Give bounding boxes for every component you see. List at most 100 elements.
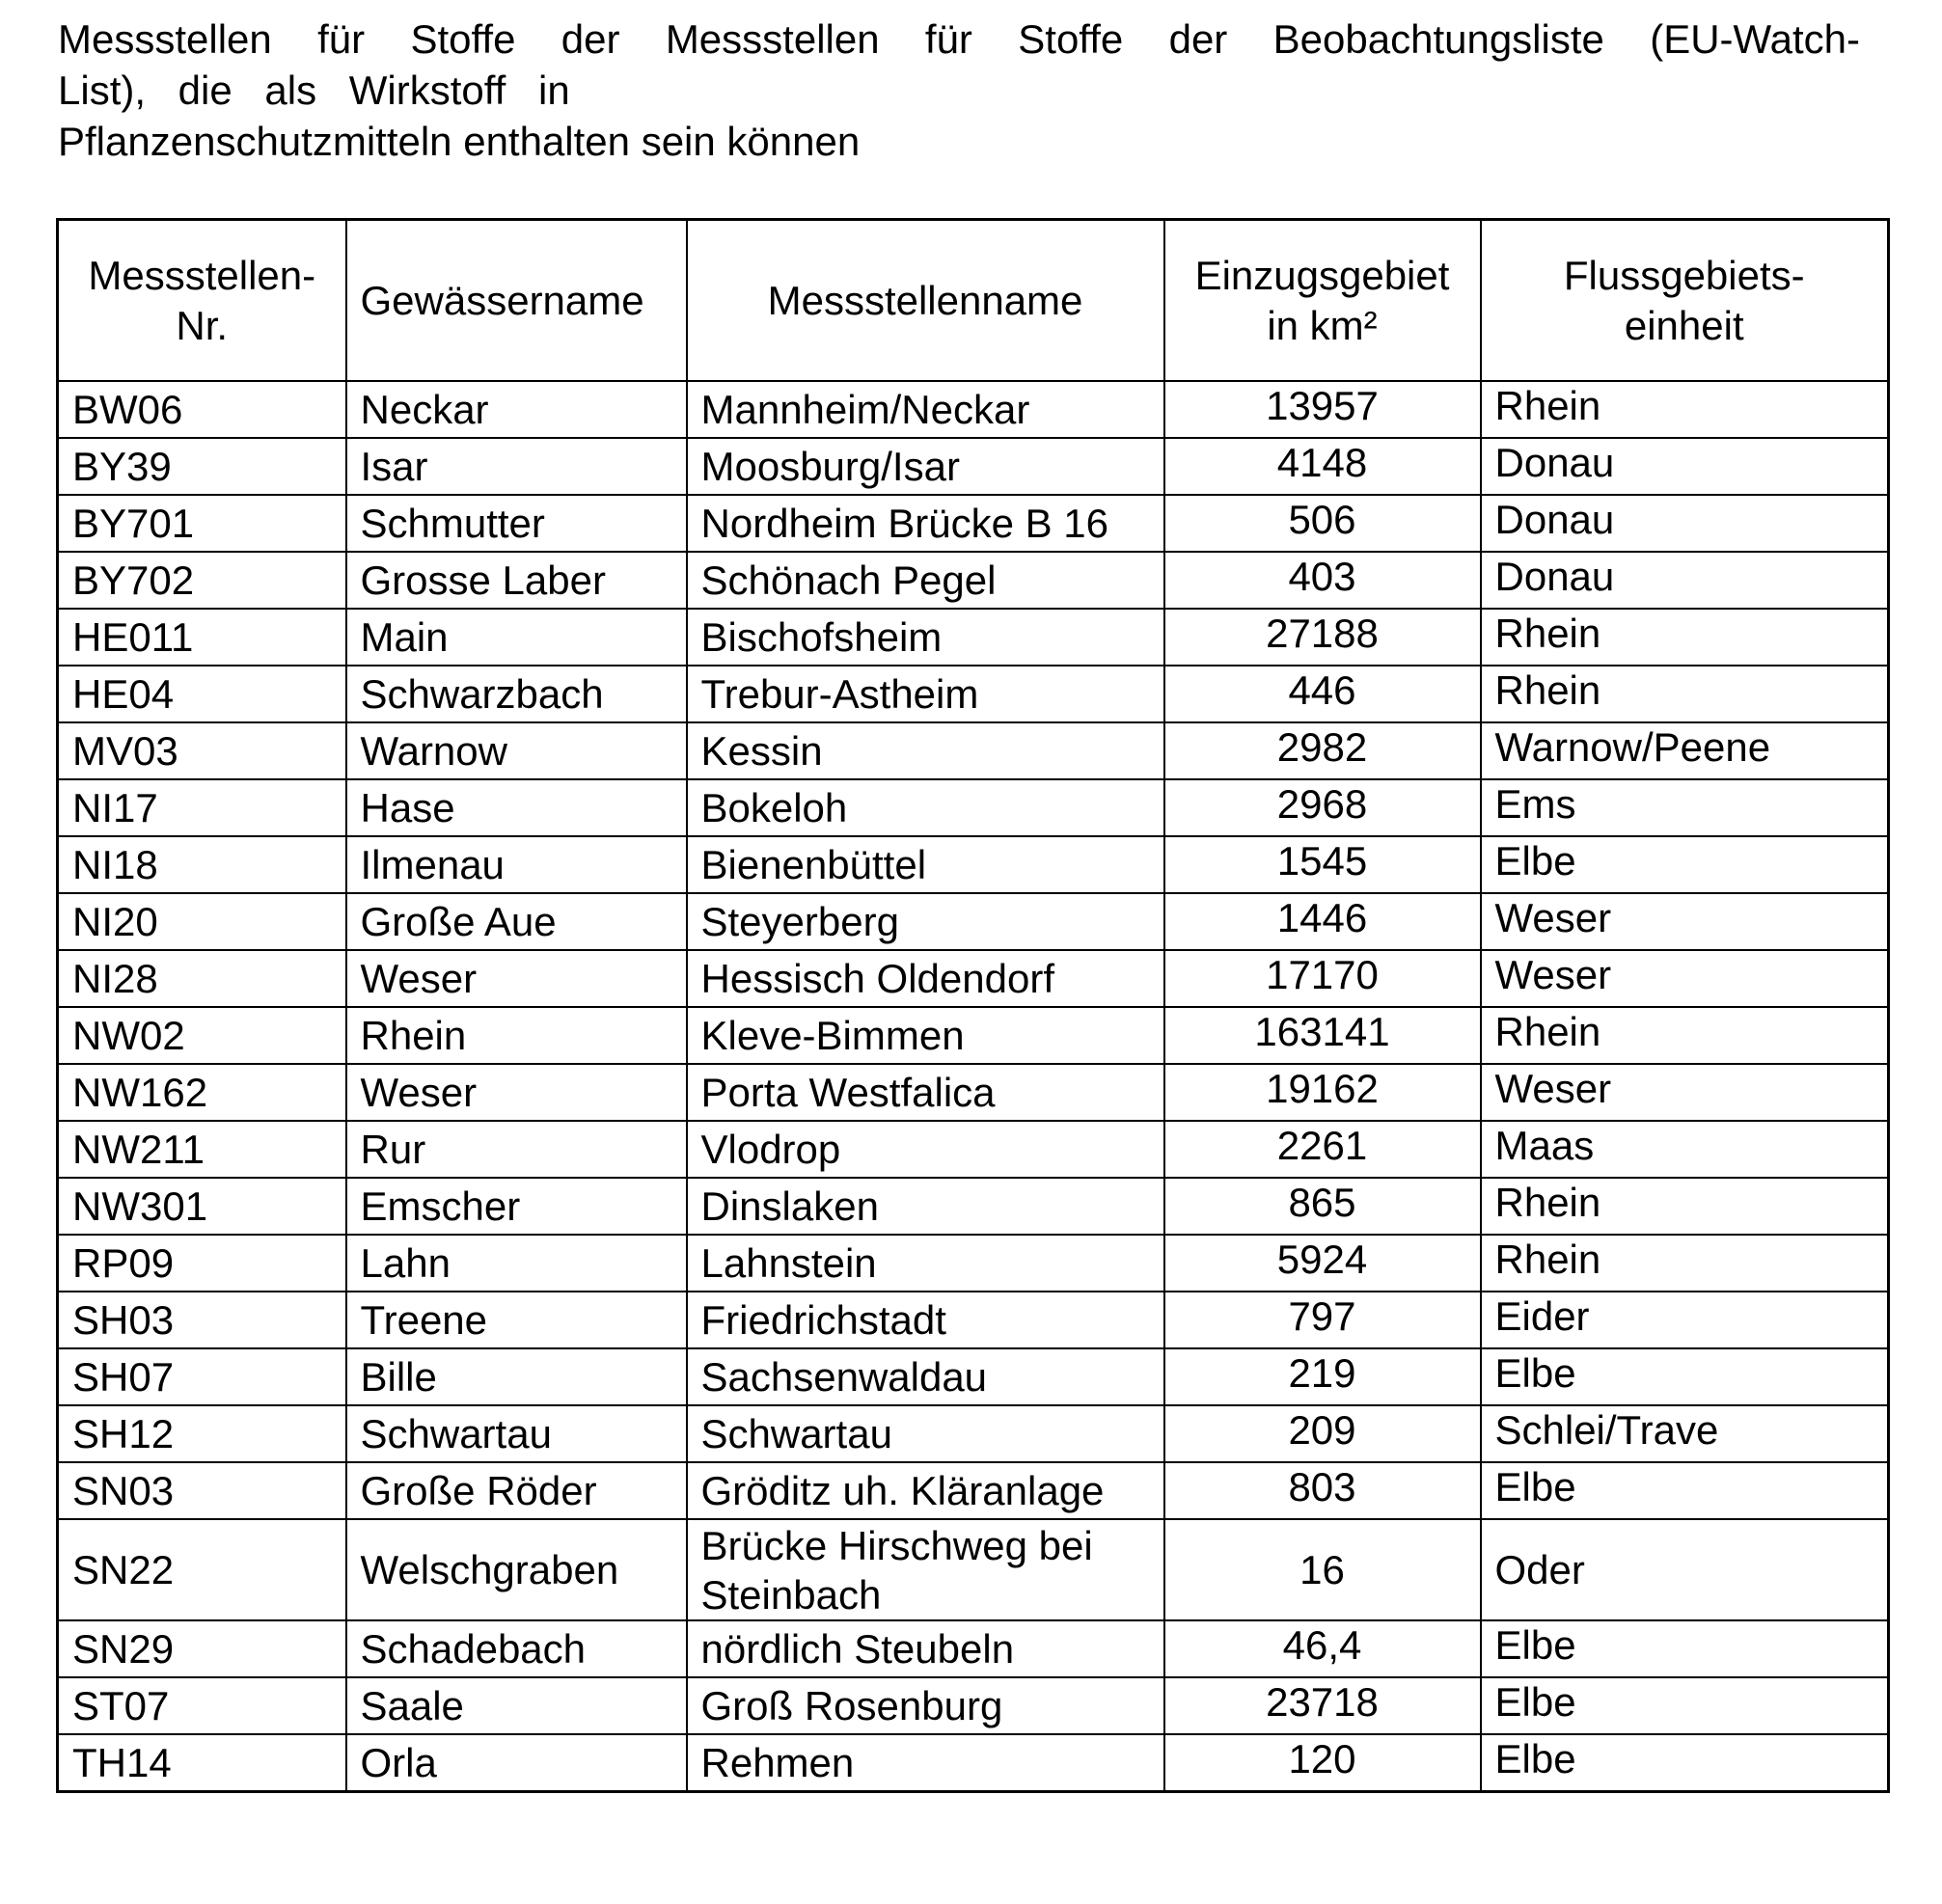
- cell-station-name: Steyerberg: [685, 892, 1165, 951]
- cell-station-name: Lahnstein: [685, 1234, 1165, 1292]
- cell-station-number: SN03: [56, 1461, 347, 1520]
- header-water-name: Gewässername: [344, 218, 688, 382]
- cell-river-basin: Donau: [1479, 494, 1890, 553]
- cell-water-name: Orla: [344, 1733, 688, 1793]
- cell-catchment-area: 27188: [1162, 608, 1482, 666]
- cell-water-name: Weser: [344, 1063, 688, 1122]
- cell-station-number: NI28: [56, 949, 347, 1008]
- header-station-number: Messstellen-Nr.: [56, 218, 347, 382]
- table-row: BY701 Schmutter Nordheim Brücke B 16 506 Don…: [56, 494, 1890, 553]
- table-header-row: Messstellen-Nr. Gewässername Messstellen…: [56, 218, 1890, 382]
- cell-water-name: Neckar: [344, 380, 688, 439]
- cell-river-basin: Eider: [1479, 1291, 1890, 1349]
- cell-station-name: Schwartau: [685, 1404, 1165, 1463]
- cell-river-basin: Oder: [1479, 1518, 1890, 1621]
- table-row: ST07 Saale Groß Rosenburg 23718 Elbe: [56, 1676, 1890, 1735]
- cell-station-name: Kessin: [685, 721, 1165, 780]
- header-station-name: Messstellenname: [685, 218, 1165, 382]
- table-row: MV03 Warnow Kessin 2982 Warnow/Peene: [56, 721, 1890, 780]
- cell-station-name: Mannheim/Neckar: [685, 380, 1165, 439]
- cell-water-name: Warnow: [344, 721, 688, 780]
- table-row: SN22 Welschgraben Brücke Hirschweg bei Ste…: [56, 1518, 1890, 1621]
- cell-station-number: SH12: [56, 1404, 347, 1463]
- cell-station-name: Gröditz uh. Kläranlage: [685, 1461, 1165, 1520]
- cell-water-name: Ilmenau: [344, 835, 688, 894]
- cell-river-basin: Rhein: [1479, 608, 1890, 666]
- cell-river-basin: Weser: [1479, 949, 1890, 1008]
- cell-station-number: TH14: [56, 1733, 347, 1793]
- cell-water-name: Rhein: [344, 1006, 688, 1065]
- cell-station-name: Kleve-Bimmen: [685, 1006, 1165, 1065]
- table-row: SH03 Treene Friedrichstadt 797 Eider: [56, 1291, 1890, 1349]
- cell-river-basin: Rhein: [1479, 1234, 1890, 1292]
- cell-catchment-area: 219: [1162, 1347, 1482, 1406]
- cell-river-basin: Elbe: [1479, 1347, 1890, 1406]
- cell-water-name: Isar: [344, 437, 688, 496]
- cell-river-basin: Rhein: [1479, 380, 1890, 439]
- cell-river-basin: Donau: [1479, 551, 1890, 610]
- cell-catchment-area: 16: [1162, 1518, 1482, 1621]
- title-line-3: Pflanzenschutzmitteln enthalten sein kön…: [58, 119, 861, 164]
- cell-water-name: Schwartau: [344, 1404, 688, 1463]
- cell-water-name: Große Aue: [344, 892, 688, 951]
- cell-station-name: Bokeloh: [685, 778, 1165, 837]
- cell-catchment-area: 17170: [1162, 949, 1482, 1008]
- cell-station-name: Bienenbüttel: [685, 835, 1165, 894]
- table-row: NI17 Hase Bokeloh 2968 Ems: [56, 778, 1890, 837]
- cell-station-number: SH03: [56, 1291, 347, 1349]
- monitoring-stations-table: Messstellen-Nr. Gewässername Messstellen…: [56, 218, 1890, 1793]
- cell-water-name: Welschgraben: [344, 1518, 688, 1621]
- cell-catchment-area: 797: [1162, 1291, 1482, 1349]
- cell-river-basin: Elbe: [1479, 1676, 1890, 1735]
- table-row: NW211 Rur Vlodrop 2261 Maas: [56, 1120, 1890, 1179]
- cell-station-number: SN29: [56, 1619, 347, 1678]
- table-row: NI18 Ilmenau Bienenbüttel 1545 Elbe: [56, 835, 1890, 894]
- cell-station-name: Hessisch Oldendorf: [685, 949, 1165, 1008]
- cell-catchment-area: 23718: [1162, 1676, 1482, 1735]
- table-row: SH07 Bille Sachsenwaldau 219 Elbe: [56, 1347, 1890, 1406]
- cell-station-name: Moosburg/Isar: [685, 437, 1165, 496]
- cell-catchment-area: 209: [1162, 1404, 1482, 1463]
- cell-water-name: Saale: [344, 1676, 688, 1735]
- cell-catchment-area: 803: [1162, 1461, 1482, 1520]
- title-line-1: Messstellen für Stoffe der Messstellen f…: [58, 16, 1860, 62]
- cell-river-basin: Weser: [1479, 1063, 1890, 1122]
- cell-station-number: NI17: [56, 778, 347, 837]
- cell-station-name: Bischofsheim: [685, 608, 1165, 666]
- title-line-2: List), die als Wirkstoff in: [58, 68, 570, 113]
- cell-catchment-area: 1545: [1162, 835, 1482, 894]
- cell-station-name: Dinslaken: [685, 1177, 1165, 1236]
- cell-water-name: Schadebach: [344, 1619, 688, 1678]
- header-catchment-area: Einzugsgebiet in km²: [1162, 218, 1482, 382]
- cell-water-name: Schwarzbach: [344, 665, 688, 723]
- cell-catchment-area: 4148: [1162, 437, 1482, 496]
- cell-river-basin: Weser: [1479, 892, 1890, 951]
- cell-station-name: Friedrichstadt: [685, 1291, 1165, 1349]
- cell-station-number: BY39: [56, 437, 347, 496]
- cell-river-basin: Rhein: [1479, 1006, 1890, 1065]
- cell-catchment-area: 446: [1162, 665, 1482, 723]
- table-row: HE04 Schwarzbach Trebur-Astheim 446 Rhein: [56, 665, 1890, 723]
- table-row: NW02 Rhein Kleve-Bimmen 163141 Rhein: [56, 1006, 1890, 1065]
- cell-station-name: Groß Rosenburg: [685, 1676, 1165, 1735]
- table-row: BY39 Isar Moosburg/Isar 4148 Donau: [56, 437, 1890, 496]
- table-row: NI20 Große Aue Steyerberg 1446 Weser: [56, 892, 1890, 951]
- cell-station-name: Porta Westfalica: [685, 1063, 1165, 1122]
- cell-station-number: NW211: [56, 1120, 347, 1179]
- cell-station-number: SH07: [56, 1347, 347, 1406]
- cell-water-name: Emscher: [344, 1177, 688, 1236]
- cell-water-name: Main: [344, 608, 688, 666]
- table-row: BW06 Neckar Mannheim/Neckar 13957 Rhein: [56, 380, 1890, 439]
- cell-catchment-area: 19162: [1162, 1063, 1482, 1122]
- cell-catchment-area: 46,4: [1162, 1619, 1482, 1678]
- document-title: Messstellen für Stoffe der Messstellen f…: [58, 14, 1860, 167]
- cell-station-number: NW02: [56, 1006, 347, 1065]
- table-row: SN03 Große Röder Gröditz uh. Kläranlage 803…: [56, 1461, 1890, 1520]
- cell-station-number: NW162: [56, 1063, 347, 1122]
- cell-station-number: MV03: [56, 721, 347, 780]
- cell-catchment-area: 5924: [1162, 1234, 1482, 1292]
- cell-water-name: Hase: [344, 778, 688, 837]
- table-row: TH14 Orla Rehmen 120 Elbe: [56, 1733, 1890, 1793]
- cell-station-number: HE04: [56, 665, 347, 723]
- cell-catchment-area: 1446: [1162, 892, 1482, 951]
